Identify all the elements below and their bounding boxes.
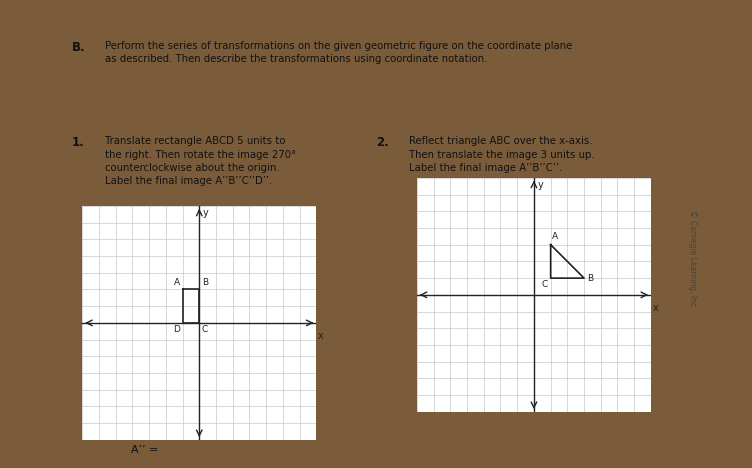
Text: 1.: 1. xyxy=(71,137,84,149)
Text: B: B xyxy=(587,274,593,283)
Text: C: C xyxy=(541,280,547,289)
Text: B: B xyxy=(202,278,208,287)
Text: B.: B. xyxy=(71,41,85,54)
Text: C: C xyxy=(202,325,208,334)
Text: Reflect triangle ABC over the x-axis.
Then translate the image 3 units up.
Label: Reflect triangle ABC over the x-axis. Th… xyxy=(409,137,595,173)
Text: A: A xyxy=(174,278,180,287)
Text: x: x xyxy=(653,303,658,313)
Text: (x, y): (x, y) xyxy=(131,423,160,432)
Text: 2.: 2. xyxy=(376,137,389,149)
Text: Perform the series of transformations on the given geometric figure on the coord: Perform the series of transformations on… xyxy=(105,41,572,64)
Text: © Carnegie Learning, Inc.: © Carnegie Learning, Inc. xyxy=(688,210,697,308)
Text: x: x xyxy=(318,331,323,341)
Text: D: D xyxy=(173,325,180,334)
Text: y: y xyxy=(537,180,543,190)
Text: A’’ =: A’’ = xyxy=(131,445,159,455)
Text: y: y xyxy=(202,208,208,218)
Text: Translate rectangle ABCD 5 units to
the right. Then rotate the image 270°
counte: Translate rectangle ABCD 5 units to the … xyxy=(105,137,296,186)
Text: A: A xyxy=(552,232,559,241)
